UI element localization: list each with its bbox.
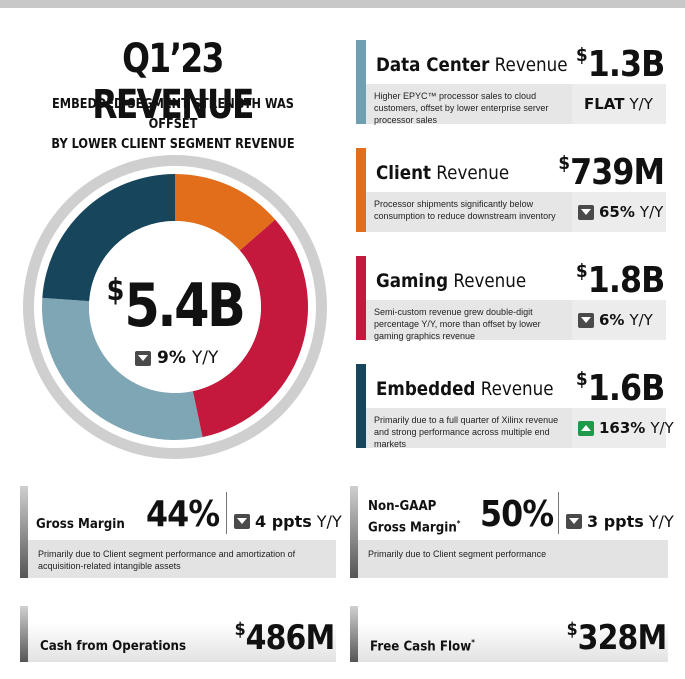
non-gaap-margin-card: Non-GAAP Gross Margin* 50% 3 ppts Y/Y Pri… — [350, 486, 674, 578]
donut-hole — [89, 221, 261, 393]
non-gaap-margin-label: Non-GAAP Gross Margin* — [368, 498, 461, 536]
total-revenue-change: 9% Y/Y — [135, 348, 235, 368]
non-gaap-margin-change: 3 ppts Y/Y — [566, 512, 674, 531]
cash-operations-bar — [20, 606, 28, 662]
donut-slice-gaming — [192, 219, 309, 438]
client-label: Client Revenue — [376, 162, 510, 184]
page-title: Q1’23 REVENUE — [92, 36, 254, 128]
total-revenue-value: $5.4B — [106, 271, 246, 341]
client-description: Processor shipments significantly below … — [366, 192, 572, 232]
down-arrow-icon — [234, 514, 250, 529]
down-arrow-icon — [135, 350, 151, 366]
top-border — [0, 0, 685, 8]
gaming-change: 6% Y/Y — [572, 300, 666, 340]
non-gaap-margin-description: Primarily due to Client segment performa… — [358, 540, 668, 578]
gaming-card: Gaming Revenue $1.8B Semi-custom revenue… — [356, 256, 666, 342]
embedded-card: Embedded Revenue $1.6B Primarily due to … — [356, 364, 674, 450]
embedded-label: Embedded Revenue — [376, 378, 554, 400]
down-arrow-icon — [578, 204, 594, 220]
cash-operations-value: $486M — [234, 618, 335, 658]
data-center-color-bar — [356, 40, 366, 124]
gross-margin-change: 4 ppts Y/Y — [234, 512, 342, 531]
donut-slice-data-center — [42, 174, 175, 302]
donut-slice-embedded — [42, 297, 203, 441]
page-subtitle: EMBEDDED SEGMENT STRENGTH WAS OFFSET BY … — [51, 96, 295, 152]
down-arrow-icon — [578, 312, 594, 328]
non-gaap-margin-bar — [350, 486, 358, 578]
gross-margin-divider — [226, 492, 227, 534]
gaming-label: Gaming Revenue — [376, 270, 527, 292]
gross-margin-card: Gross Margin 44% 4 ppts Y/Y Primarily due… — [20, 486, 342, 578]
embedded-change: 163% Y/Y — [572, 408, 674, 448]
down-arrow-icon — [566, 514, 582, 529]
free-cash-flow-bar — [350, 606, 358, 662]
embedded-value: $1.6B — [575, 368, 665, 409]
gross-margin-value: 44% — [146, 494, 220, 535]
gross-margin-label: Gross Margin — [36, 516, 125, 532]
client-change: 65% Y/Y — [572, 192, 666, 232]
gaming-color-bar — [356, 256, 366, 340]
client-color-bar — [356, 148, 366, 232]
free-cash-flow-value: $328M — [566, 618, 667, 658]
donut-slice-client — [175, 174, 276, 251]
cash-operations-card: Cash from Operations $486M — [20, 606, 336, 662]
data-center-description: Higher EPYC™ processor sales to cloud cu… — [366, 84, 572, 125]
free-cash-flow-card: Free Cash Flow* $328M — [350, 606, 668, 662]
non-gaap-margin-divider — [558, 492, 559, 534]
client-card: Client Revenue $739M Processor shipments… — [356, 148, 666, 234]
non-gaap-margin-value: 50% — [480, 494, 554, 535]
cash-operations-label: Cash from Operations — [40, 638, 187, 654]
gaming-description: Semi-custom revenue grew double-digit pe… — [366, 300, 572, 341]
revenue-donut-chart — [23, 155, 327, 459]
data-center-card: Data Center Revenue $1.3B Higher EPYC™ p… — [356, 40, 666, 126]
gross-margin-description: Primarily due to Client segment performa… — [28, 540, 336, 578]
data-center-label: Data Center Revenue — [376, 54, 568, 76]
data-center-value: $1.3B — [575, 44, 665, 85]
client-value: $739M — [558, 152, 665, 193]
free-cash-flow-label: Free Cash Flow* — [370, 638, 475, 655]
gross-margin-bar — [20, 486, 28, 578]
gaming-value: $1.8B — [575, 260, 665, 301]
embedded-description: Primarily due to a full quarter of Xilin… — [366, 408, 572, 449]
up-arrow-icon — [578, 420, 594, 436]
data-center-change: FLAT Y/Y — [572, 84, 666, 124]
embedded-color-bar — [356, 364, 366, 448]
